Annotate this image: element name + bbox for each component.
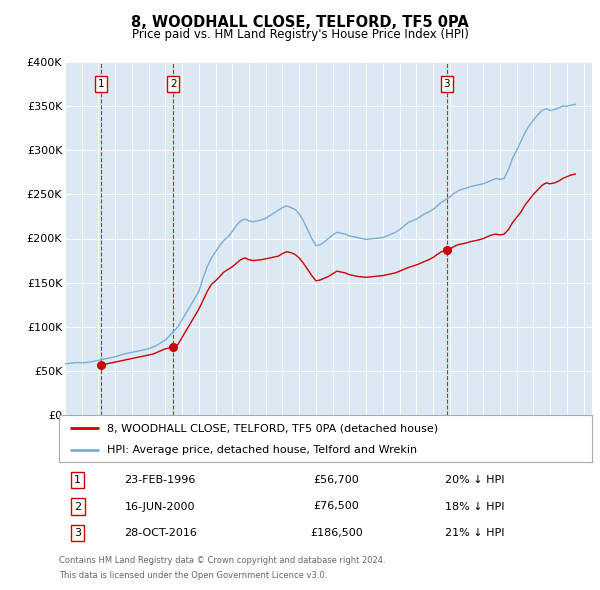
Text: 28-OCT-2016: 28-OCT-2016 (124, 528, 197, 538)
Text: 21% ↓ HPI: 21% ↓ HPI (445, 528, 505, 538)
Text: 23-FEB-1996: 23-FEB-1996 (125, 475, 196, 485)
Text: 18% ↓ HPI: 18% ↓ HPI (445, 502, 505, 512)
Text: 3: 3 (443, 79, 450, 89)
Text: HPI: Average price, detached house, Telford and Wrekin: HPI: Average price, detached house, Telf… (107, 445, 417, 455)
Text: £76,500: £76,500 (313, 502, 359, 512)
Text: This data is licensed under the Open Government Licence v3.0.: This data is licensed under the Open Gov… (59, 571, 328, 579)
Text: 1: 1 (74, 475, 81, 485)
Text: Contains HM Land Registry data © Crown copyright and database right 2024.: Contains HM Land Registry data © Crown c… (59, 556, 386, 565)
Text: Price paid vs. HM Land Registry's House Price Index (HPI): Price paid vs. HM Land Registry's House … (131, 28, 469, 41)
Text: 1: 1 (97, 79, 104, 89)
Text: 8, WOODHALL CLOSE, TELFORD, TF5 0PA (detached house): 8, WOODHALL CLOSE, TELFORD, TF5 0PA (det… (107, 423, 438, 433)
Text: 2: 2 (74, 502, 81, 512)
Text: 20% ↓ HPI: 20% ↓ HPI (445, 475, 505, 485)
Text: 8, WOODHALL CLOSE, TELFORD, TF5 0PA: 8, WOODHALL CLOSE, TELFORD, TF5 0PA (131, 15, 469, 30)
Text: 16-JUN-2000: 16-JUN-2000 (125, 502, 196, 512)
Text: 2: 2 (170, 79, 176, 89)
Text: 3: 3 (74, 528, 81, 538)
Text: £186,500: £186,500 (310, 528, 362, 538)
Text: £56,700: £56,700 (313, 475, 359, 485)
